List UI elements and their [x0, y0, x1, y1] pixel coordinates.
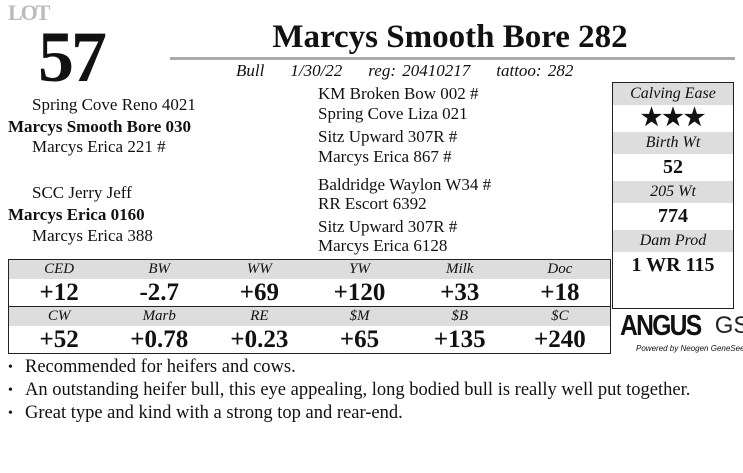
notes: Recommended for heifers and cows. An out…	[8, 356, 725, 425]
epd-value: +0.78	[130, 326, 189, 353]
logo-tagline: Powered by Neogen GeneSeek	[636, 344, 743, 353]
sire-sire-sire: KM Broken Bow 002 #	[318, 84, 479, 103]
logo-brand: ANGUS	[620, 310, 702, 342]
epd-value: +33	[409, 279, 510, 307]
epd-label: RE	[209, 306, 310, 326]
epd-values-row: +12 -2.7 +69 +120 +33 +18	[8, 279, 611, 307]
animal-info: Bull 1/30/22 reg: 20410217 tattoo: 282	[236, 61, 599, 81]
epd-value: +120	[309, 279, 410, 307]
epd-value: +18	[509, 279, 611, 307]
epd-label: $M	[309, 306, 410, 326]
wt205-label: 205 Wt	[613, 181, 733, 203]
dam-sire-dam: RR Escort 6392	[318, 194, 427, 213]
epd-value: +135	[433, 326, 486, 353]
lot-label: LOT	[8, 0, 50, 25]
epd-label: Marb	[109, 306, 210, 326]
dam-prod-label: Dam Prod	[613, 230, 733, 252]
birth-wt-label: Birth Wt	[613, 132, 733, 154]
epd-value: -2.7	[109, 279, 210, 307]
epd-values-row: +52 +0.78 +0.23 +65 +135 +240	[9, 326, 611, 354]
performance-box: Calving Ease ★★★ Birth Wt 52 205 Wt 774 …	[612, 82, 734, 309]
epd-label: Doc	[509, 259, 611, 279]
dam: Marcys Erica 0160	[8, 205, 145, 224]
epd-label: WW	[209, 259, 310, 279]
sire-dam-dam: Marcys Erica 867 #	[318, 147, 452, 166]
dam-dam-sire: Sitz Upward 307R #	[318, 217, 458, 236]
epd-label: CED	[8, 259, 110, 279]
calving-ease-stars: ★★★	[640, 105, 706, 131]
calving-ease-label: Calving Ease	[613, 83, 733, 105]
title-divider	[170, 57, 735, 60]
sex: Bull	[236, 61, 265, 80]
epd-labels-row: CW Marb RE $M $B $C	[8, 306, 611, 326]
epd-labels-row: CED BW WW YW Milk Doc	[8, 259, 611, 279]
note-item: Recommended for heifers and cows.	[8, 356, 725, 379]
epd-value: +240	[534, 326, 586, 353]
sire-sire: Spring Cove Reno 4021	[32, 95, 196, 114]
epd-label: $B	[409, 306, 510, 326]
epd-value: +52	[39, 326, 79, 353]
epd-value: +69	[209, 279, 310, 307]
birth-wt-value: 52	[663, 156, 683, 178]
epd-label: YW	[309, 259, 410, 279]
dam-prod-value: 1 WR 115	[631, 254, 715, 276]
note-item: Great type and kind with a strong top an…	[8, 402, 725, 425]
tattoo: tattoo: 282	[496, 61, 574, 80]
epd-table: CED BW WW YW Milk Doc +12 -2.7 +69 +120 +33 +18 CW M…	[8, 259, 611, 354]
dam-sire-sire: Baldridge Waylon W34 #	[318, 175, 492, 194]
sire-dam-sire: Sitz Upward 307R #	[318, 127, 458, 146]
sire: Marcys Smooth Bore 030	[8, 117, 192, 136]
angus-gs-logo: ANGUS GS Powered by Neogen GeneSeek	[620, 310, 743, 355]
lot-number: 57	[38, 17, 107, 97]
dam-sire: SCC Jerry Jeff	[32, 183, 132, 202]
birth-date: 1/30/22	[290, 61, 343, 80]
dam-dam: Marcys Erica 388	[32, 226, 153, 245]
note-item: An outstanding heifer bull, this eye app…	[8, 379, 725, 402]
epd-label: BW	[109, 259, 210, 279]
logo-suffix: GS	[714, 312, 743, 339]
epd-value: +0.23	[230, 326, 289, 353]
epd-value: +65	[339, 326, 380, 353]
epd-label: Milk	[409, 259, 510, 279]
epd-value: +12	[8, 279, 110, 307]
animal-name: Marcys Smooth Bore 282	[272, 19, 628, 55]
sire-sire-dam: Spring Cove Liza 021	[318, 104, 468, 123]
epd-label: CW	[8, 306, 110, 326]
sire-dam: Marcys Erica 221 #	[32, 137, 166, 156]
wt205-value: 774	[658, 205, 688, 227]
epd-label: $C	[509, 306, 611, 326]
registration: reg: 20410217	[368, 61, 471, 80]
dam-dam-dam: Marcys Erica 6128	[318, 236, 448, 255]
